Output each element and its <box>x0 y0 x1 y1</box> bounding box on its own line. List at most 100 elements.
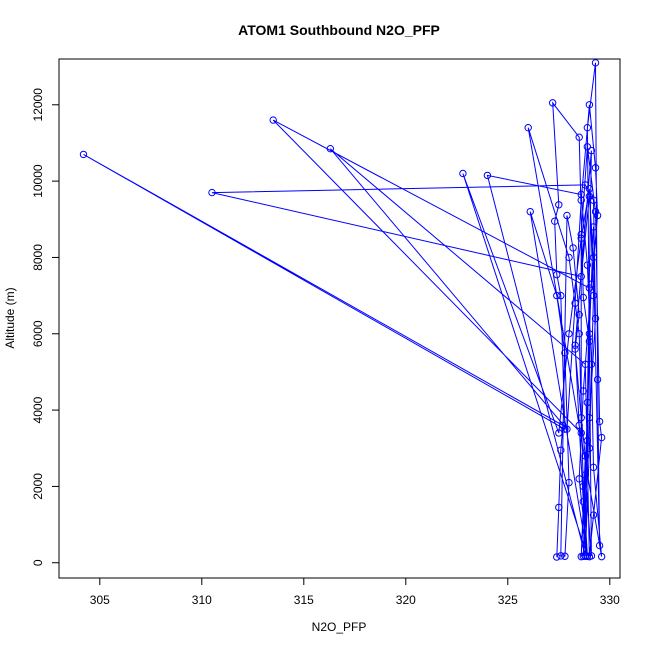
x-tick-label: 325 <box>498 593 518 607</box>
data-point <box>571 341 579 349</box>
plot-frame <box>58 58 621 579</box>
data-point <box>593 211 602 220</box>
data-point <box>589 253 598 262</box>
data-point <box>577 414 585 422</box>
data-point <box>575 475 583 483</box>
data-point <box>577 230 585 239</box>
y-tick-label: 2000 <box>31 473 45 500</box>
data-point <box>585 444 594 452</box>
data-point <box>583 261 592 269</box>
data-point <box>587 146 596 155</box>
data-point <box>591 207 600 216</box>
data-point <box>581 471 590 479</box>
y-tick-label: 10000 <box>31 164 45 198</box>
data-point <box>561 349 569 357</box>
data-point <box>593 375 602 384</box>
data-point <box>589 196 598 204</box>
x-tick-label: 330 <box>600 593 620 607</box>
data-point <box>583 398 592 407</box>
data-point <box>79 150 88 159</box>
data-point <box>553 270 561 279</box>
data-point <box>577 429 585 437</box>
data-point <box>591 314 600 323</box>
data-point <box>589 463 598 472</box>
data-point <box>583 436 592 445</box>
data-point <box>581 181 590 189</box>
data-point <box>581 452 590 460</box>
chart-title: ATOM1 Southbound N2O_PFP <box>238 22 440 38</box>
data-point <box>591 59 600 67</box>
x-axis: 305 310 315 320 325 330 <box>90 578 620 607</box>
data-point <box>569 244 577 252</box>
data-point <box>555 429 563 437</box>
data-point <box>589 223 598 231</box>
data-point <box>585 192 594 201</box>
data-point <box>575 330 583 338</box>
data-point <box>577 272 585 281</box>
data-point <box>557 291 565 300</box>
data-point <box>587 360 596 368</box>
data-point <box>595 417 604 426</box>
data-point <box>571 345 579 353</box>
x-tick-label: 310 <box>192 593 212 607</box>
data-point <box>551 217 559 225</box>
data-point <box>591 164 600 172</box>
data-point <box>587 280 596 288</box>
data-point <box>565 330 573 338</box>
data-point <box>459 169 467 178</box>
data-point <box>561 425 569 433</box>
data-point <box>585 185 594 193</box>
data-point <box>553 553 561 561</box>
series-line <box>83 62 603 558</box>
data-point <box>579 497 587 506</box>
data-point <box>565 478 573 487</box>
data-point <box>269 116 277 124</box>
data-point <box>585 337 594 346</box>
data-point <box>555 201 563 209</box>
data-point <box>565 253 573 262</box>
data-point <box>583 143 592 151</box>
y-tick-label: 12000 <box>31 88 45 122</box>
data-point <box>589 291 598 300</box>
data-point <box>326 144 335 153</box>
data-point <box>571 299 579 307</box>
data-point <box>575 133 583 141</box>
data-point <box>483 171 492 180</box>
y-tick-label: 8000 <box>31 244 45 271</box>
y-axis-label: Altitude (m) <box>3 287 17 348</box>
data-point <box>583 123 592 132</box>
data-point <box>579 293 587 302</box>
data-point <box>597 552 606 561</box>
x-tick-label: 320 <box>396 593 416 607</box>
data-point <box>577 190 585 199</box>
data-point <box>577 234 585 243</box>
data-point <box>579 482 587 491</box>
data-point <box>557 552 565 560</box>
data-point <box>579 387 587 395</box>
data-point <box>597 433 606 442</box>
data-point <box>585 414 594 422</box>
data-point <box>555 503 563 512</box>
y-tick-label: 6000 <box>31 320 45 347</box>
data-point <box>553 291 561 300</box>
data-point <box>585 284 594 292</box>
data-point <box>563 211 571 220</box>
data-point <box>557 446 565 454</box>
data-point <box>577 196 585 204</box>
data-point <box>575 421 583 430</box>
data-point <box>589 511 598 519</box>
data-point <box>559 421 567 430</box>
x-axis-label: N2O_PFP <box>312 620 367 634</box>
data-point <box>524 123 532 132</box>
data-point <box>563 425 571 433</box>
data-point <box>585 330 594 338</box>
y-tick-label: 0 <box>31 559 45 566</box>
data-point <box>595 541 604 550</box>
data-point <box>575 310 583 319</box>
data-point <box>208 188 216 197</box>
data-point <box>577 552 585 561</box>
data-point <box>561 552 569 560</box>
y-axis: 0 2000 4000 6000 8000 10000 12000 <box>31 88 59 566</box>
